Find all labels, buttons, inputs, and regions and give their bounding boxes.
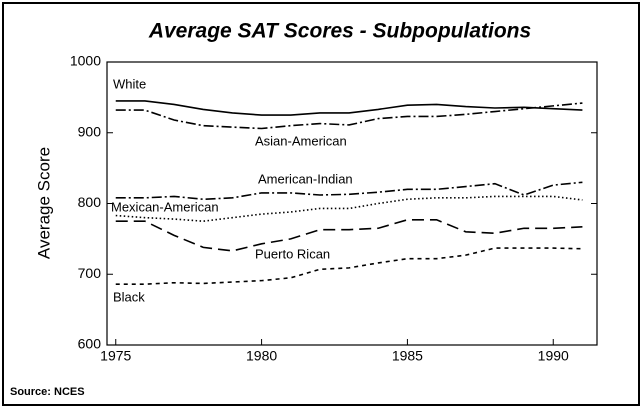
y-tick-label: 900 bbox=[78, 123, 102, 139]
series-line bbox=[115, 218, 583, 252]
series-label: Mexican-American bbox=[111, 199, 219, 214]
y-axis-label: Average Score bbox=[34, 147, 53, 259]
series-line bbox=[115, 100, 583, 116]
y-tick-label: 1000 bbox=[70, 53, 101, 69]
x-tick-label: 1980 bbox=[246, 348, 277, 364]
series-line bbox=[115, 181, 583, 201]
y-tick-label: 700 bbox=[78, 265, 102, 281]
series-label: Asian-American bbox=[255, 133, 347, 148]
series-line bbox=[115, 102, 583, 130]
y-tick-label: 600 bbox=[78, 336, 102, 352]
x-tick-label: 1990 bbox=[538, 348, 569, 364]
series-label: Puerto Rican bbox=[255, 246, 330, 261]
chart-title: Average SAT Scores - Subpopulations bbox=[148, 20, 531, 43]
x-tick-label: 1985 bbox=[392, 348, 423, 364]
series-label: White bbox=[113, 76, 146, 91]
series-label: Black bbox=[113, 289, 145, 304]
source: Source: NCES bbox=[10, 386, 85, 398]
x-tick-label: 1975 bbox=[100, 348, 131, 364]
series-line bbox=[115, 247, 583, 285]
y-tick-label: 800 bbox=[78, 194, 102, 210]
series-label: American-Indian bbox=[258, 171, 353, 186]
